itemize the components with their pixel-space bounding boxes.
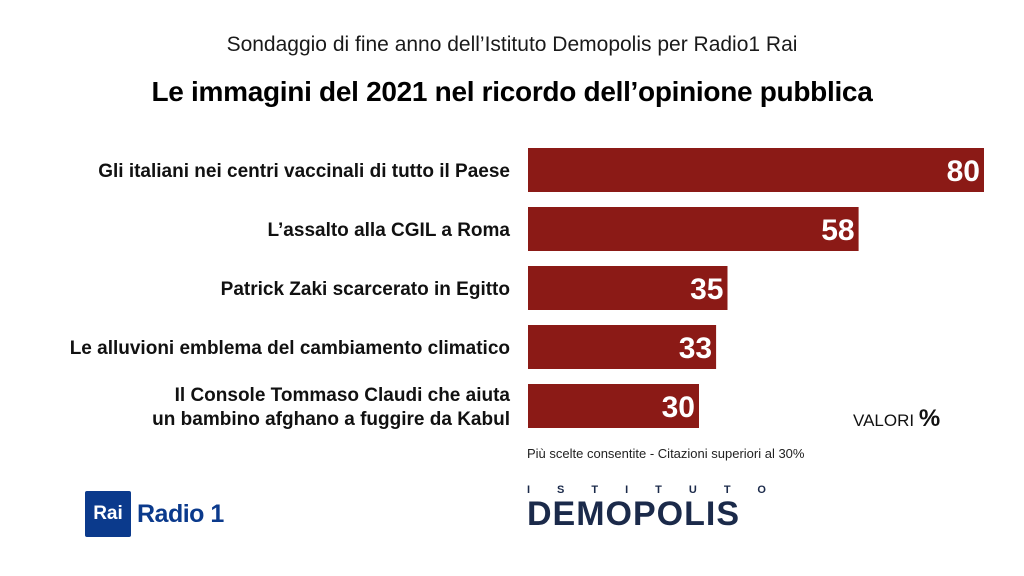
bar-3: [528, 325, 717, 369]
category-label-1: L’assalto alla CGIL a Roma: [267, 220, 510, 241]
category-label-4: Il Console Tommaso Claudi che aiuta un ba…: [152, 385, 510, 430]
chart-title: Le immagini del 2021 nel ricordo dell’op…: [151, 76, 873, 107]
radio1-wordmark: Radio 1: [137, 499, 224, 528]
rai-logo-box: Rai: [85, 491, 131, 537]
bar-2: [528, 266, 728, 310]
rai-radio1-logo: Rai Radio 1: [85, 491, 224, 537]
bar-chart: 80 Gli italiani nei centri vaccinali di t…: [70, 148, 984, 430]
footnote: Più scelte consentite - Citazioni superi…: [527, 446, 805, 461]
demopolis-logo: ISTITUTO DEMOPOLIS: [527, 484, 812, 534]
units-symbol: %: [918, 405, 941, 432]
category-label-0: Gli italiani nei centri vaccinali di tut…: [98, 161, 510, 182]
istituto-wordmark: ISTITUTO: [527, 484, 793, 496]
bar-value-0: 80: [947, 155, 980, 188]
units-label: VALORI %: [853, 405, 940, 433]
units-prefix: VALORI: [853, 411, 915, 430]
bar-4: [528, 384, 699, 428]
bar-0: [528, 148, 984, 192]
category-label-3: Le alluvioni emblema del cambiamento cli…: [70, 338, 510, 359]
bar-value-2: 35: [690, 273, 723, 306]
bar-1: [528, 207, 859, 251]
bar-value-3: 33: [679, 332, 712, 365]
chart-subtitle: Sondaggio di fine anno dell’Istituto Dem…: [226, 33, 798, 56]
bar-value-1: 58: [821, 214, 854, 247]
category-label-2: Patrick Zaki scarcerato in Egitto: [221, 279, 510, 300]
bar-value-4: 30: [662, 391, 695, 424]
demopolis-wordmark: DEMOPOLIS: [527, 495, 741, 533]
